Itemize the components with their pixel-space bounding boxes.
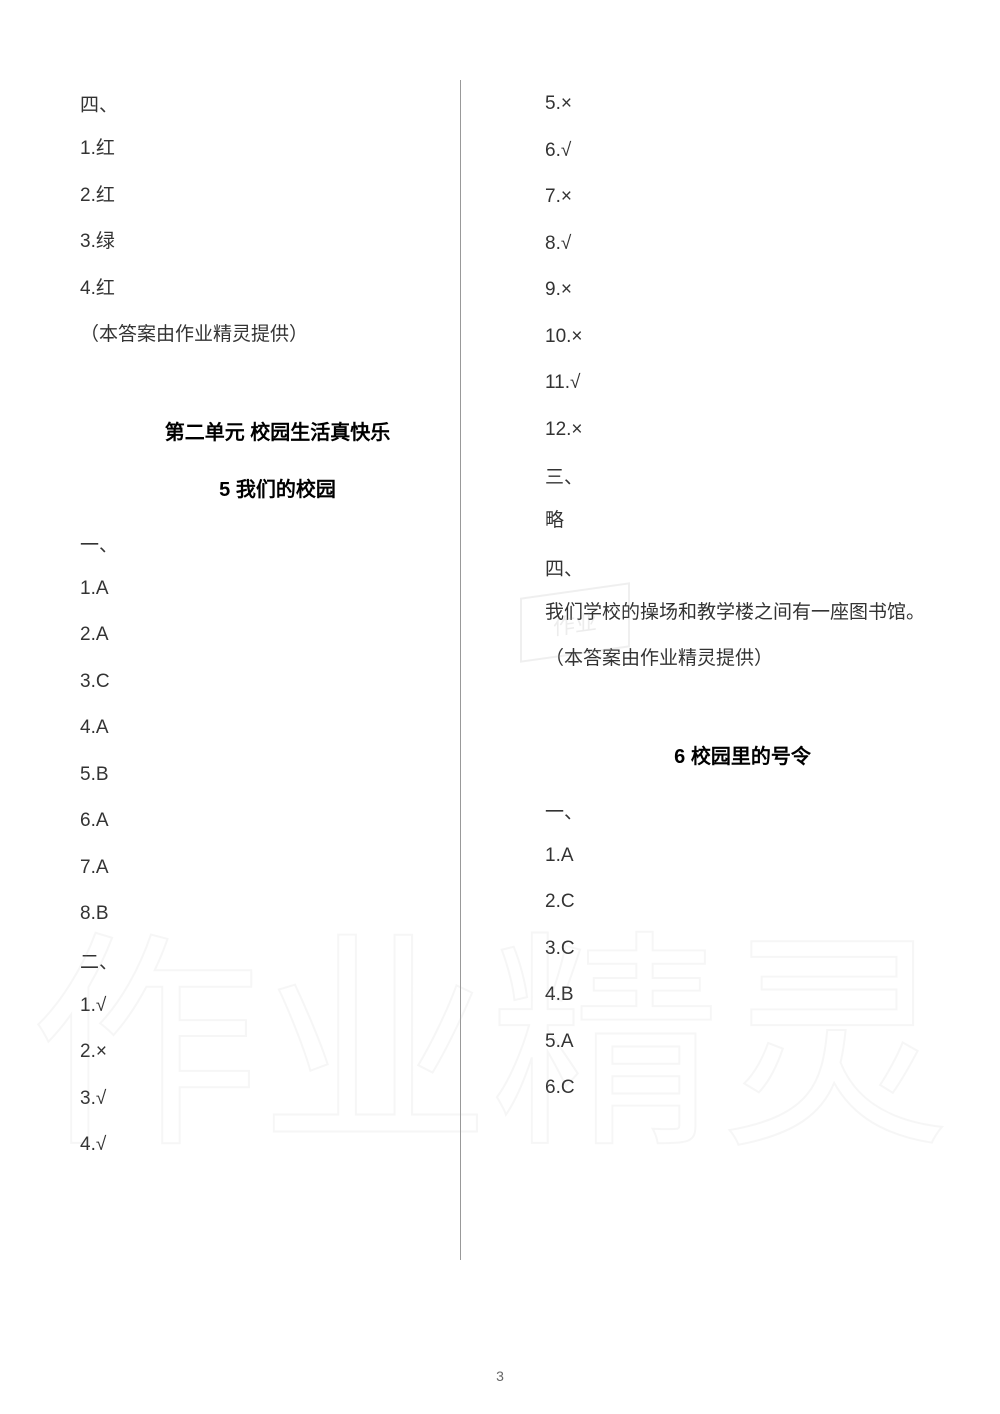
answer-item: 4.√	[80, 1131, 475, 1160]
section-heading-4: 四、	[80, 90, 475, 117]
answer-item: 6.C	[545, 1074, 940, 1103]
answer-item: 7.×	[545, 183, 940, 212]
answer-item: 8.B	[80, 900, 475, 929]
answer-item: 3.√	[80, 1085, 475, 1114]
unit-title: 第二单元 校园生活真快乐	[80, 416, 475, 445]
answer-item: 1.√	[80, 992, 475, 1021]
answer-item: 2.红	[80, 182, 475, 211]
answer-item: 2.C	[545, 888, 940, 917]
answer-content: 我们学校的操场和教学楼之间有一座图书馆。	[545, 599, 940, 628]
credit-line: （本答案由作业精灵提供）	[80, 321, 475, 350]
column-divider	[460, 80, 461, 1260]
section-heading-4: 四、	[545, 554, 940, 581]
answer-item: 11.√	[545, 369, 940, 398]
answer-item: 3.C	[545, 935, 940, 964]
answer-item: 2.×	[80, 1038, 475, 1067]
lesson-title-5: 5 我们的校园	[80, 473, 475, 502]
left-column: 四、 1.红 2.红 3.绿 4.红 （本答案由作业精灵提供） 第二单元 校园生…	[80, 90, 515, 1364]
answer-item: 7.A	[80, 854, 475, 883]
right-column: 5.× 6.√ 7.× 8.√ 9.× 10.× 11.√ 12.× 三、 略 …	[515, 90, 940, 1364]
credit-line: （本答案由作业精灵提供）	[545, 645, 940, 674]
answer-item: 4.B	[545, 981, 940, 1010]
answer-item: 9.×	[545, 276, 940, 305]
section-heading-3: 三、	[545, 462, 940, 489]
answer-item: 4.红	[80, 275, 475, 304]
answer-content: 略	[545, 507, 940, 536]
answer-item: 6.A	[80, 807, 475, 836]
answer-item: 8.√	[545, 230, 940, 259]
answer-item: 5.×	[545, 90, 940, 119]
answer-item: 2.A	[80, 621, 475, 650]
answer-item: 3.绿	[80, 228, 475, 257]
answer-item: 3.C	[80, 668, 475, 697]
section-heading-1: 一、	[545, 797, 940, 824]
lesson-title-6: 6 校园里的号令	[545, 740, 940, 769]
answer-item: 4.A	[80, 714, 475, 743]
section-heading-1: 一、	[80, 530, 475, 557]
page-number: 3	[496, 1368, 504, 1384]
answer-item: 5.A	[545, 1028, 940, 1057]
page-container: 四、 1.红 2.红 3.绿 4.红 （本答案由作业精灵提供） 第二单元 校园生…	[0, 0, 1000, 1414]
answer-item: 12.×	[545, 416, 940, 445]
section-heading-2: 二、	[80, 947, 475, 974]
answer-item: 10.×	[545, 323, 940, 352]
answer-item: 1.红	[80, 135, 475, 164]
answer-item: 1.A	[80, 575, 475, 604]
answer-item: 1.A	[545, 842, 940, 871]
answer-item: 5.B	[80, 761, 475, 790]
answer-item: 6.√	[545, 137, 940, 166]
